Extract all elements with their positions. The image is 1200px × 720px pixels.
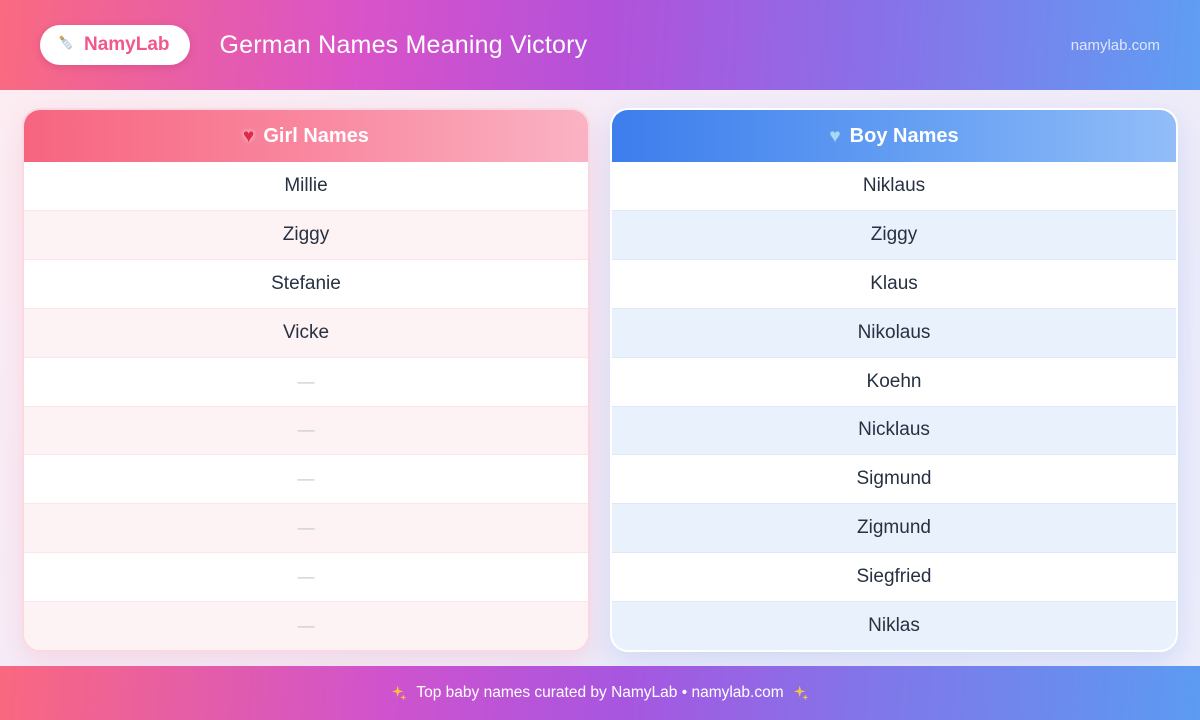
table-row: Klaus (612, 258, 1176, 308)
table-row: Ziggy (612, 209, 1176, 259)
table-row: Ziggy (24, 209, 588, 259)
table-row: Nikolaus (612, 307, 1176, 357)
table-row: Koehn (612, 356, 1176, 406)
footer-bar: Top baby names curated by NamyLab • namy… (0, 666, 1200, 720)
boy-name-text: Siegfried (856, 566, 932, 588)
girl-name-text: — (297, 371, 315, 391)
boy-name-text: Sigmund (856, 468, 932, 490)
boy-names-title: Boy Names (849, 124, 959, 147)
table-row: — (24, 503, 588, 553)
table-row: Millie (24, 162, 588, 210)
girl-name-text: — (297, 469, 315, 489)
sparkles-icon (391, 685, 407, 701)
boy-names-list: Niklaus Ziggy Klaus Nikolaus Koehn Nickl… (612, 162, 1176, 650)
girl-name-text: — (297, 518, 315, 538)
girl-name-text: Stefanie (271, 272, 341, 294)
boy-name-text: Koehn (866, 370, 922, 392)
table-row: Zigmund (612, 503, 1176, 553)
red-heart-icon: ♥ (243, 125, 255, 147)
girl-name-text: Millie (284, 174, 328, 196)
girl-name-text: Ziggy (282, 223, 330, 245)
table-row: — (24, 552, 588, 602)
table-row: Vicke (24, 307, 588, 357)
girl-name-text: Vicke (282, 321, 330, 343)
table-row: — (24, 356, 588, 406)
table-row: Niklaus (612, 162, 1176, 210)
girl-names-list: Millie Ziggy Stefanie Vicke — — — — — — (24, 162, 588, 650)
table-row: Niklas (612, 601, 1176, 650)
table-row: — (24, 454, 588, 504)
girl-name-text: — (297, 567, 315, 587)
boy-names-card: ♥ Boy Names Niklaus Ziggy Klaus Nikolaus… (610, 108, 1178, 652)
girl-names-card: ♥ Girl Names Millie Ziggy Stefanie Vicke… (22, 108, 590, 652)
girl-names-header: ♥ Girl Names (24, 110, 588, 162)
boy-name-text: Nikolaus (857, 321, 931, 343)
boy-name-text: Niklaus (862, 174, 926, 196)
boy-name-text: Klaus (870, 272, 918, 294)
names-columns: ♥ Girl Names Millie Ziggy Stefanie Vicke… (22, 108, 1178, 652)
girl-name-text: — (297, 420, 315, 440)
boy-names-header: ♥ Boy Names (612, 110, 1176, 162)
sparkles-icon (793, 685, 809, 701)
boy-name-text: Zigmund (857, 517, 931, 539)
page-title: German Names Meaning Victory (219, 30, 588, 59)
header-bar: NamyLab German Names Meaning Victory nam… (0, 0, 1200, 90)
table-row: — (24, 405, 588, 455)
table-row: Siegfried (612, 552, 1176, 602)
baby-bottle-icon (56, 33, 76, 58)
table-row: Sigmund (612, 454, 1176, 504)
boy-name-text: Niklas (868, 615, 920, 637)
site-url: namylab.com (1070, 36, 1160, 54)
brand-name: NamyLab (84, 34, 170, 55)
blue-heart-icon: ♥ (829, 125, 841, 147)
table-row: — (24, 601, 588, 650)
boy-name-text: Ziggy (870, 223, 918, 245)
girl-names-title: Girl Names (263, 124, 369, 147)
table-row: Stefanie (24, 258, 588, 308)
girl-name-text: — (297, 616, 315, 636)
table-row: Nicklaus (612, 405, 1176, 455)
boy-name-text: Nicklaus (858, 419, 930, 441)
footer-text: Top baby names curated by NamyLab • namy… (416, 684, 784, 701)
brand-logo-pill[interactable]: NamyLab (40, 25, 190, 65)
